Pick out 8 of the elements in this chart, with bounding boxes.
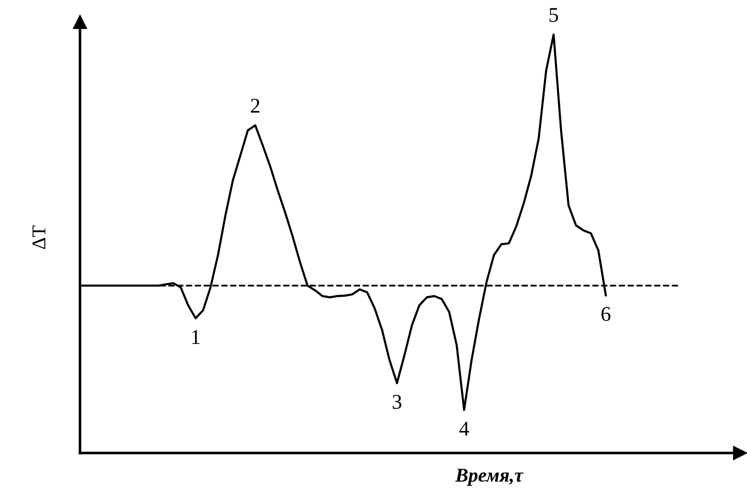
annotation: 3	[392, 394, 402, 409]
annotation: 2	[250, 98, 260, 113]
y-axis-title: ΔT	[32, 226, 46, 249]
annotation: 1	[192, 330, 200, 344]
annotation: 6	[602, 307, 610, 322]
x-axis-title: Время,τ	[455, 468, 524, 486]
annotation: 4	[459, 422, 469, 436]
annotation: 5	[550, 8, 558, 22]
